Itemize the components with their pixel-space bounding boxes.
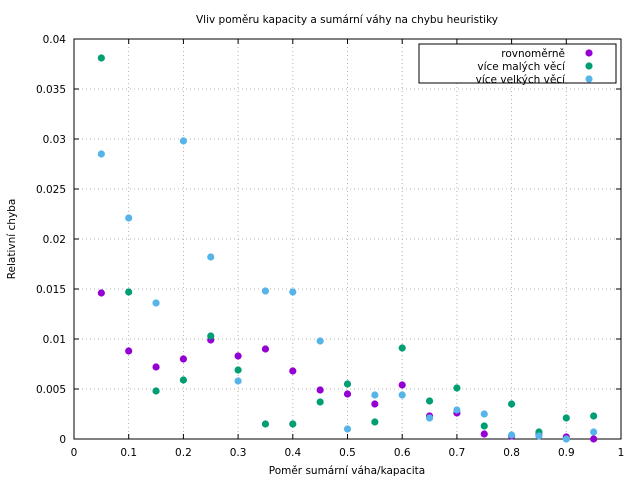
- data-point: [480, 422, 488, 430]
- data-point: [125, 288, 133, 296]
- data-point: [207, 253, 215, 261]
- data-point: [97, 54, 105, 62]
- data-point: [125, 347, 133, 355]
- x-tick-label: 0.8: [503, 447, 520, 459]
- data-point: [234, 366, 242, 374]
- data-point: [152, 299, 160, 307]
- y-tick-label: 0.04: [43, 34, 67, 46]
- data-point: [289, 367, 297, 375]
- x-tick-label: 0.4: [284, 447, 301, 459]
- data-point: [590, 412, 598, 420]
- data-point: [343, 390, 352, 398]
- y-tick-label: 0.015: [36, 284, 66, 296]
- data-point: [453, 406, 461, 414]
- y-tick-label: 0: [59, 434, 66, 446]
- x-tick-label: 0.1: [120, 447, 137, 459]
- legend-label: více velkých věcí: [476, 74, 566, 86]
- data-point: [508, 400, 516, 408]
- x-tick-label: 0.5: [339, 447, 356, 459]
- data-point: [535, 432, 543, 440]
- data-point: [316, 337, 324, 345]
- data-point: [234, 352, 242, 360]
- data-point: [480, 410, 488, 418]
- data-point: [398, 391, 406, 399]
- x-tick-label: 0.7: [449, 447, 466, 459]
- y-tick-label: 0.005: [36, 384, 66, 396]
- legend-label: rovnoměrně: [501, 48, 565, 60]
- data-point: [371, 391, 379, 399]
- legend-marker: [585, 49, 593, 57]
- y-tick-label: 0.02: [43, 234, 66, 246]
- y-tick-label: 0.03: [43, 134, 66, 146]
- y-tick-labels: 0 0.005 0.01 0.015 0.02 0.025 0.03 0.035 0.04: [36, 34, 66, 446]
- data-point: [289, 288, 297, 296]
- data-point: [590, 428, 598, 436]
- chart-title: Vliv poměru kapacity a sumární váhy na c…: [196, 14, 498, 26]
- data-point: [425, 414, 434, 422]
- data-point: [152, 363, 160, 371]
- data-point: [562, 435, 570, 443]
- data-point: [590, 435, 598, 443]
- legend-box: [418, 43, 617, 84]
- legend-marker: [585, 75, 593, 83]
- data-point: [398, 381, 406, 389]
- x-tick-label: 0.3: [230, 447, 247, 459]
- data-point: [261, 420, 270, 428]
- x-tick-label: 0.9: [558, 447, 575, 459]
- data-point: [343, 380, 352, 388]
- x-tick-label: 0.2: [175, 447, 192, 459]
- data-point: [371, 400, 379, 408]
- y-tick-label: 0.01: [43, 334, 66, 346]
- data-point: [97, 150, 105, 158]
- series-3: [97, 137, 598, 443]
- y-tick-label: 0.025: [36, 184, 66, 196]
- data-point: [152, 387, 160, 395]
- data-point: [371, 418, 379, 426]
- y-axis-label: Relativní chyba: [6, 199, 18, 280]
- data-point: [179, 355, 187, 363]
- data-point: [562, 414, 570, 422]
- grid: [74, 39, 621, 439]
- legend-label: více malých věcí: [477, 61, 566, 73]
- data-point: [398, 344, 406, 352]
- x-axis-label: Poměr sumární váha/kapacita: [269, 465, 426, 477]
- data-point: [179, 376, 187, 384]
- data-point: [343, 425, 352, 433]
- data-point: [179, 137, 187, 145]
- data-point: [316, 398, 324, 406]
- y-tick-label: 0.035: [36, 84, 66, 96]
- data-point: [289, 420, 297, 428]
- data-point: [453, 384, 461, 392]
- data-point: [97, 289, 105, 297]
- data-point: [480, 430, 488, 438]
- x-tick-label: 0: [71, 447, 78, 459]
- data-point: [261, 345, 270, 353]
- data-point: [207, 332, 215, 340]
- legend-marker: [585, 62, 593, 70]
- data-point: [261, 287, 270, 295]
- data-point: [508, 431, 516, 439]
- x-tick-label: 1: [618, 447, 625, 459]
- data-point: [425, 397, 434, 405]
- data-point: [125, 214, 133, 222]
- data-points: [97, 54, 598, 443]
- x-tick-labels: 0 0.1 0.2 0.3 0.4 0.5 0.6 0.7 0.8 0.9 1: [71, 447, 625, 459]
- data-point: [316, 386, 324, 394]
- x-tick-label: 0.6: [394, 447, 411, 459]
- data-point: [234, 377, 242, 385]
- series-2: [97, 54, 598, 436]
